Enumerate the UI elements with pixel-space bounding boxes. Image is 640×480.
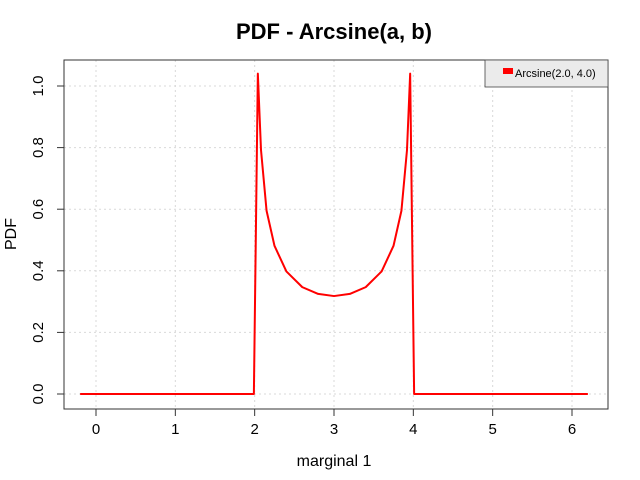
legend: Arcsine(2.0, 4.0) (484, 59, 609, 88)
grid (64, 60, 608, 409)
series-layer (80, 72, 588, 395)
x-axis-label: marginal 1 (297, 453, 372, 470)
y-tick-label: 0.0 (30, 384, 47, 405)
chart-title: PDF - Arcsine(a, b) (236, 19, 432, 44)
y-tick-label: 0.4 (30, 260, 47, 281)
legend-swatch (503, 68, 513, 74)
y-tick-label: 0.6 (30, 199, 47, 220)
x-tick-label: 1 (171, 421, 179, 438)
y-axis-label: PDF (3, 218, 20, 250)
legend-label: Arcsine(2.0, 4.0) (515, 68, 596, 80)
y-tick-label: 0.2 (30, 322, 47, 343)
x-axis: 0 1 2 3 4 5 6 (92, 409, 576, 438)
x-tick-label: 3 (330, 421, 338, 438)
y-tick-label: 1.0 (30, 76, 47, 97)
series-line (80, 72, 588, 395)
x-tick-label: 5 (488, 421, 496, 438)
x-tick-label: 2 (250, 421, 258, 438)
x-tick-label: 0 (92, 421, 100, 438)
x-tick-label: 6 (568, 421, 576, 438)
x-tick-label: 4 (409, 421, 417, 438)
y-tick-label: 0.8 (30, 137, 47, 158)
y-axis: 0.0 0.2 0.4 0.6 0.8 1.0 (30, 76, 64, 405)
plot-frame (63, 59, 609, 410)
